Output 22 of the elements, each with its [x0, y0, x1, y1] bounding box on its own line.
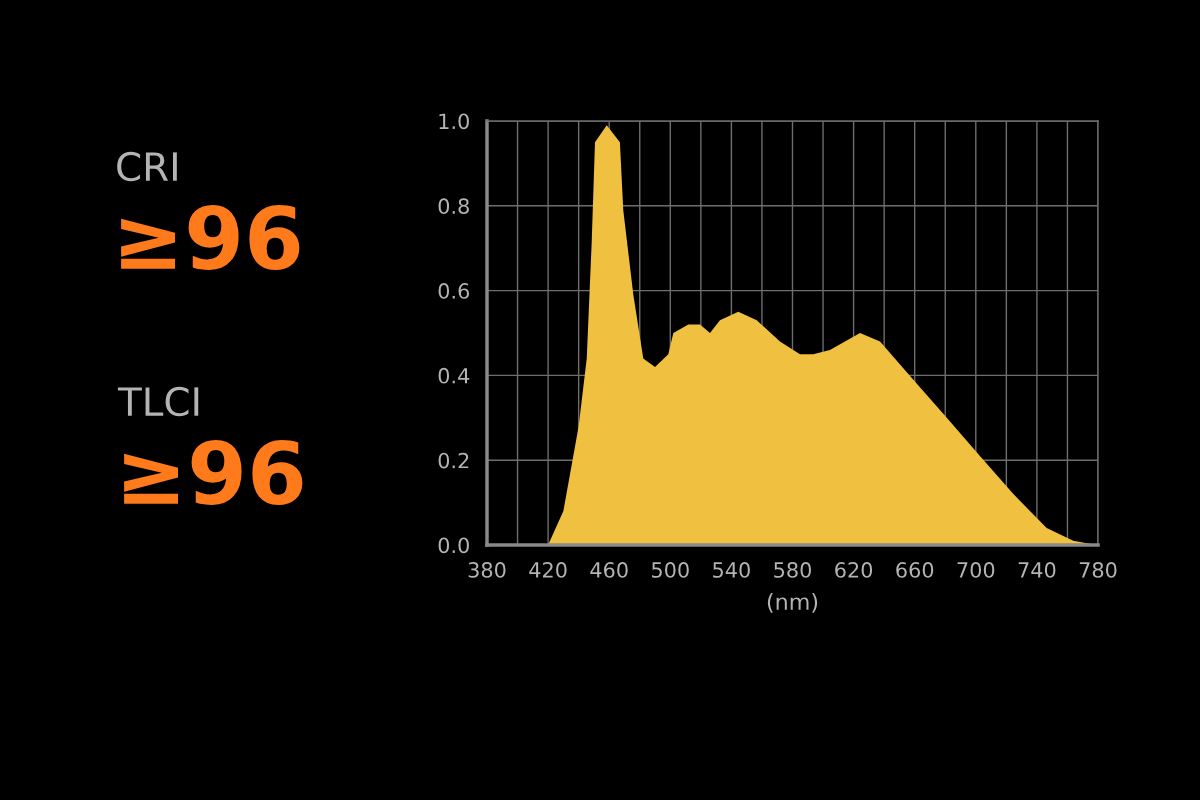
y-tick-label: 0.8: [438, 198, 469, 215]
text: ≥96: [124, 439, 303, 505]
x-tick-label: 660: [896, 562, 934, 578]
x-tick-label: 580: [774, 562, 811, 578]
text: CRI: [117, 151, 177, 182]
x-axis-title: (nm): [767, 592, 818, 613]
x-tick-label: 420: [529, 562, 567, 578]
x-tick-label: 500: [652, 562, 689, 578]
x-tick-label: 740: [1018, 562, 1056, 578]
x-tick-label: 540: [713, 562, 750, 578]
text: TLCI: [117, 386, 199, 417]
x-tick-label: 780: [1079, 562, 1117, 578]
x-tick-label: 620: [835, 562, 873, 578]
y-tick-label: 0.4: [438, 367, 470, 384]
y-tick-label: 0.6: [438, 283, 470, 299]
x-tick-label: 460: [590, 562, 628, 578]
text: ≥96: [121, 204, 300, 270]
y-tick-label: 1.0: [439, 113, 469, 130]
y-tick-label: 0.0: [438, 537, 469, 554]
y-tick-label: 0.2: [438, 452, 469, 469]
x-tick-label: 700: [957, 562, 995, 578]
x-tick-label: 380: [468, 562, 506, 578]
